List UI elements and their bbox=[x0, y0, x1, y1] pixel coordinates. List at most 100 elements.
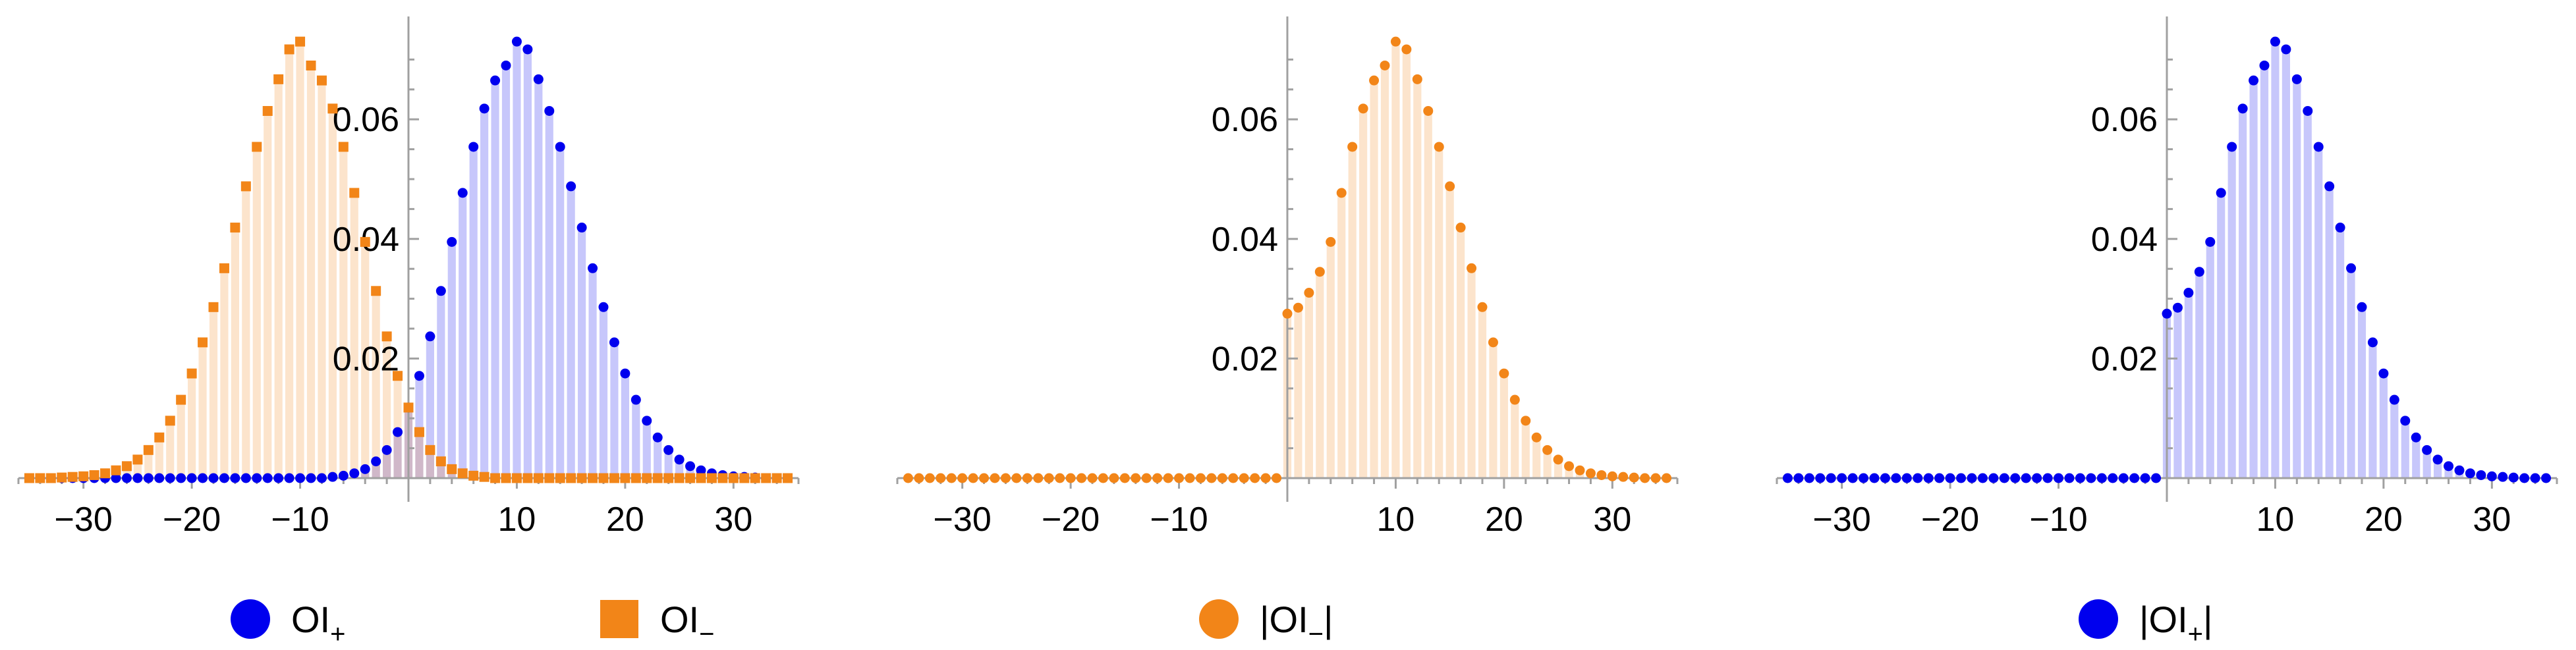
point-0-49 bbox=[1434, 142, 1444, 152]
bar-0-52 bbox=[2347, 268, 2355, 478]
point-0-49 bbox=[555, 142, 565, 152]
legend-marker-circle bbox=[2079, 599, 2118, 639]
point-0-42 bbox=[2237, 103, 2248, 114]
bar-1-37 bbox=[426, 450, 434, 478]
point-0-38 bbox=[435, 286, 446, 296]
bar-1-34 bbox=[393, 375, 402, 478]
point-1-22 bbox=[262, 105, 273, 116]
point-1-23 bbox=[273, 74, 284, 84]
point-0-66 bbox=[2498, 472, 2508, 482]
point-1-31 bbox=[360, 236, 370, 247]
point-0-4 bbox=[946, 473, 957, 483]
legend-label: |OI−| bbox=[1260, 599, 1333, 649]
point-1-30 bbox=[349, 188, 360, 198]
point-1-54 bbox=[609, 473, 619, 483]
bar-1-22 bbox=[264, 111, 272, 478]
point-1-14 bbox=[176, 394, 186, 405]
y-tick-label: 0.02 bbox=[2091, 340, 2158, 378]
point-0-3 bbox=[936, 473, 946, 483]
point-1-70 bbox=[783, 473, 793, 483]
legend-marker-circle bbox=[1199, 599, 1239, 639]
bar-0-54 bbox=[610, 342, 619, 478]
point-1-44 bbox=[501, 473, 511, 483]
point-0-22 bbox=[1141, 473, 1152, 483]
bar-0-37 bbox=[1304, 292, 1313, 478]
point-0-10 bbox=[132, 473, 143, 483]
point-0-2 bbox=[924, 473, 935, 483]
point-1-64 bbox=[717, 473, 728, 483]
point-0-1 bbox=[914, 473, 924, 483]
point-0-14 bbox=[176, 473, 186, 483]
x-tick-label: −10 bbox=[2029, 501, 2087, 539]
x-tick-label: 20 bbox=[606, 501, 644, 539]
bar-0-37 bbox=[2184, 292, 2193, 478]
point-0-11 bbox=[143, 473, 154, 483]
bar-0-45 bbox=[1391, 41, 1400, 479]
bar-0-38 bbox=[1316, 271, 1324, 478]
point-0-21 bbox=[252, 473, 262, 483]
point-0-25 bbox=[1174, 473, 1185, 483]
point-0-19 bbox=[230, 473, 240, 483]
point-0-7 bbox=[979, 473, 990, 483]
bar-0-54 bbox=[1489, 342, 1498, 478]
bar-0-49 bbox=[556, 146, 565, 478]
point-0-23 bbox=[1152, 473, 1163, 483]
bar-0-55 bbox=[621, 373, 629, 478]
bar-1-30 bbox=[350, 192, 358, 478]
y-tick-label: 0.06 bbox=[333, 101, 399, 139]
bar-0-41 bbox=[1348, 146, 1357, 478]
bar-0-54 bbox=[2368, 342, 2377, 478]
point-1-68 bbox=[761, 473, 771, 483]
point-1-32 bbox=[371, 286, 381, 296]
bar-0-48 bbox=[2303, 111, 2312, 478]
point-0-33 bbox=[381, 445, 392, 455]
point-0-29 bbox=[2096, 473, 2107, 483]
point-0-52 bbox=[588, 263, 598, 273]
point-0-43 bbox=[490, 75, 501, 86]
point-0-48 bbox=[2303, 105, 2313, 116]
chart-panel-abs-minus: −30 −20 −10 10 20 30 0.02 0.04 0.06 |OI−| bbox=[896, 16, 1679, 649]
point-0-54 bbox=[609, 337, 619, 348]
point-0-46 bbox=[1401, 44, 1412, 55]
point-0-9 bbox=[121, 473, 132, 483]
bar-1-17 bbox=[209, 307, 218, 478]
bar-0-41 bbox=[2227, 146, 2236, 478]
point-1-48 bbox=[544, 473, 555, 483]
bar-0-58 bbox=[1532, 437, 1541, 478]
bar-0-57 bbox=[1521, 420, 1530, 478]
x-tick-label: −10 bbox=[271, 501, 329, 539]
point-0-12 bbox=[154, 473, 165, 483]
point-1-5 bbox=[78, 471, 89, 481]
point-1-4 bbox=[67, 472, 78, 482]
point-1-60 bbox=[674, 473, 685, 483]
point-0-36 bbox=[2172, 302, 2183, 313]
point-1-52 bbox=[588, 473, 598, 483]
point-0-28 bbox=[2086, 473, 2096, 483]
bar-0-60 bbox=[2434, 459, 2442, 478]
point-0-34 bbox=[2151, 473, 2162, 483]
bar-0-52 bbox=[588, 268, 597, 478]
point-1-34 bbox=[393, 371, 403, 381]
point-1-39 bbox=[447, 464, 457, 474]
point-0-44 bbox=[1380, 60, 1390, 70]
point-0-58 bbox=[1531, 432, 1542, 443]
point-0-43 bbox=[1369, 75, 1380, 86]
point-0-49 bbox=[2313, 142, 2324, 152]
bar-1-25 bbox=[296, 41, 304, 479]
point-0-68 bbox=[2519, 473, 2530, 483]
bar-0-44 bbox=[501, 65, 511, 479]
point-0-42 bbox=[1358, 103, 1368, 114]
x-tick-label: 30 bbox=[714, 501, 752, 539]
point-0-61 bbox=[685, 461, 696, 472]
point-0-22 bbox=[2021, 473, 2031, 483]
bar-0-49 bbox=[1435, 146, 1443, 478]
bar-0-42 bbox=[2239, 108, 2247, 478]
point-0-23 bbox=[2032, 473, 2042, 483]
point-1-17 bbox=[208, 302, 219, 312]
point-0-25 bbox=[2054, 473, 2064, 483]
point-0-37 bbox=[425, 331, 435, 342]
bar-0-45 bbox=[513, 41, 521, 479]
bar-1-29 bbox=[339, 146, 348, 478]
point-1-47 bbox=[533, 473, 544, 483]
